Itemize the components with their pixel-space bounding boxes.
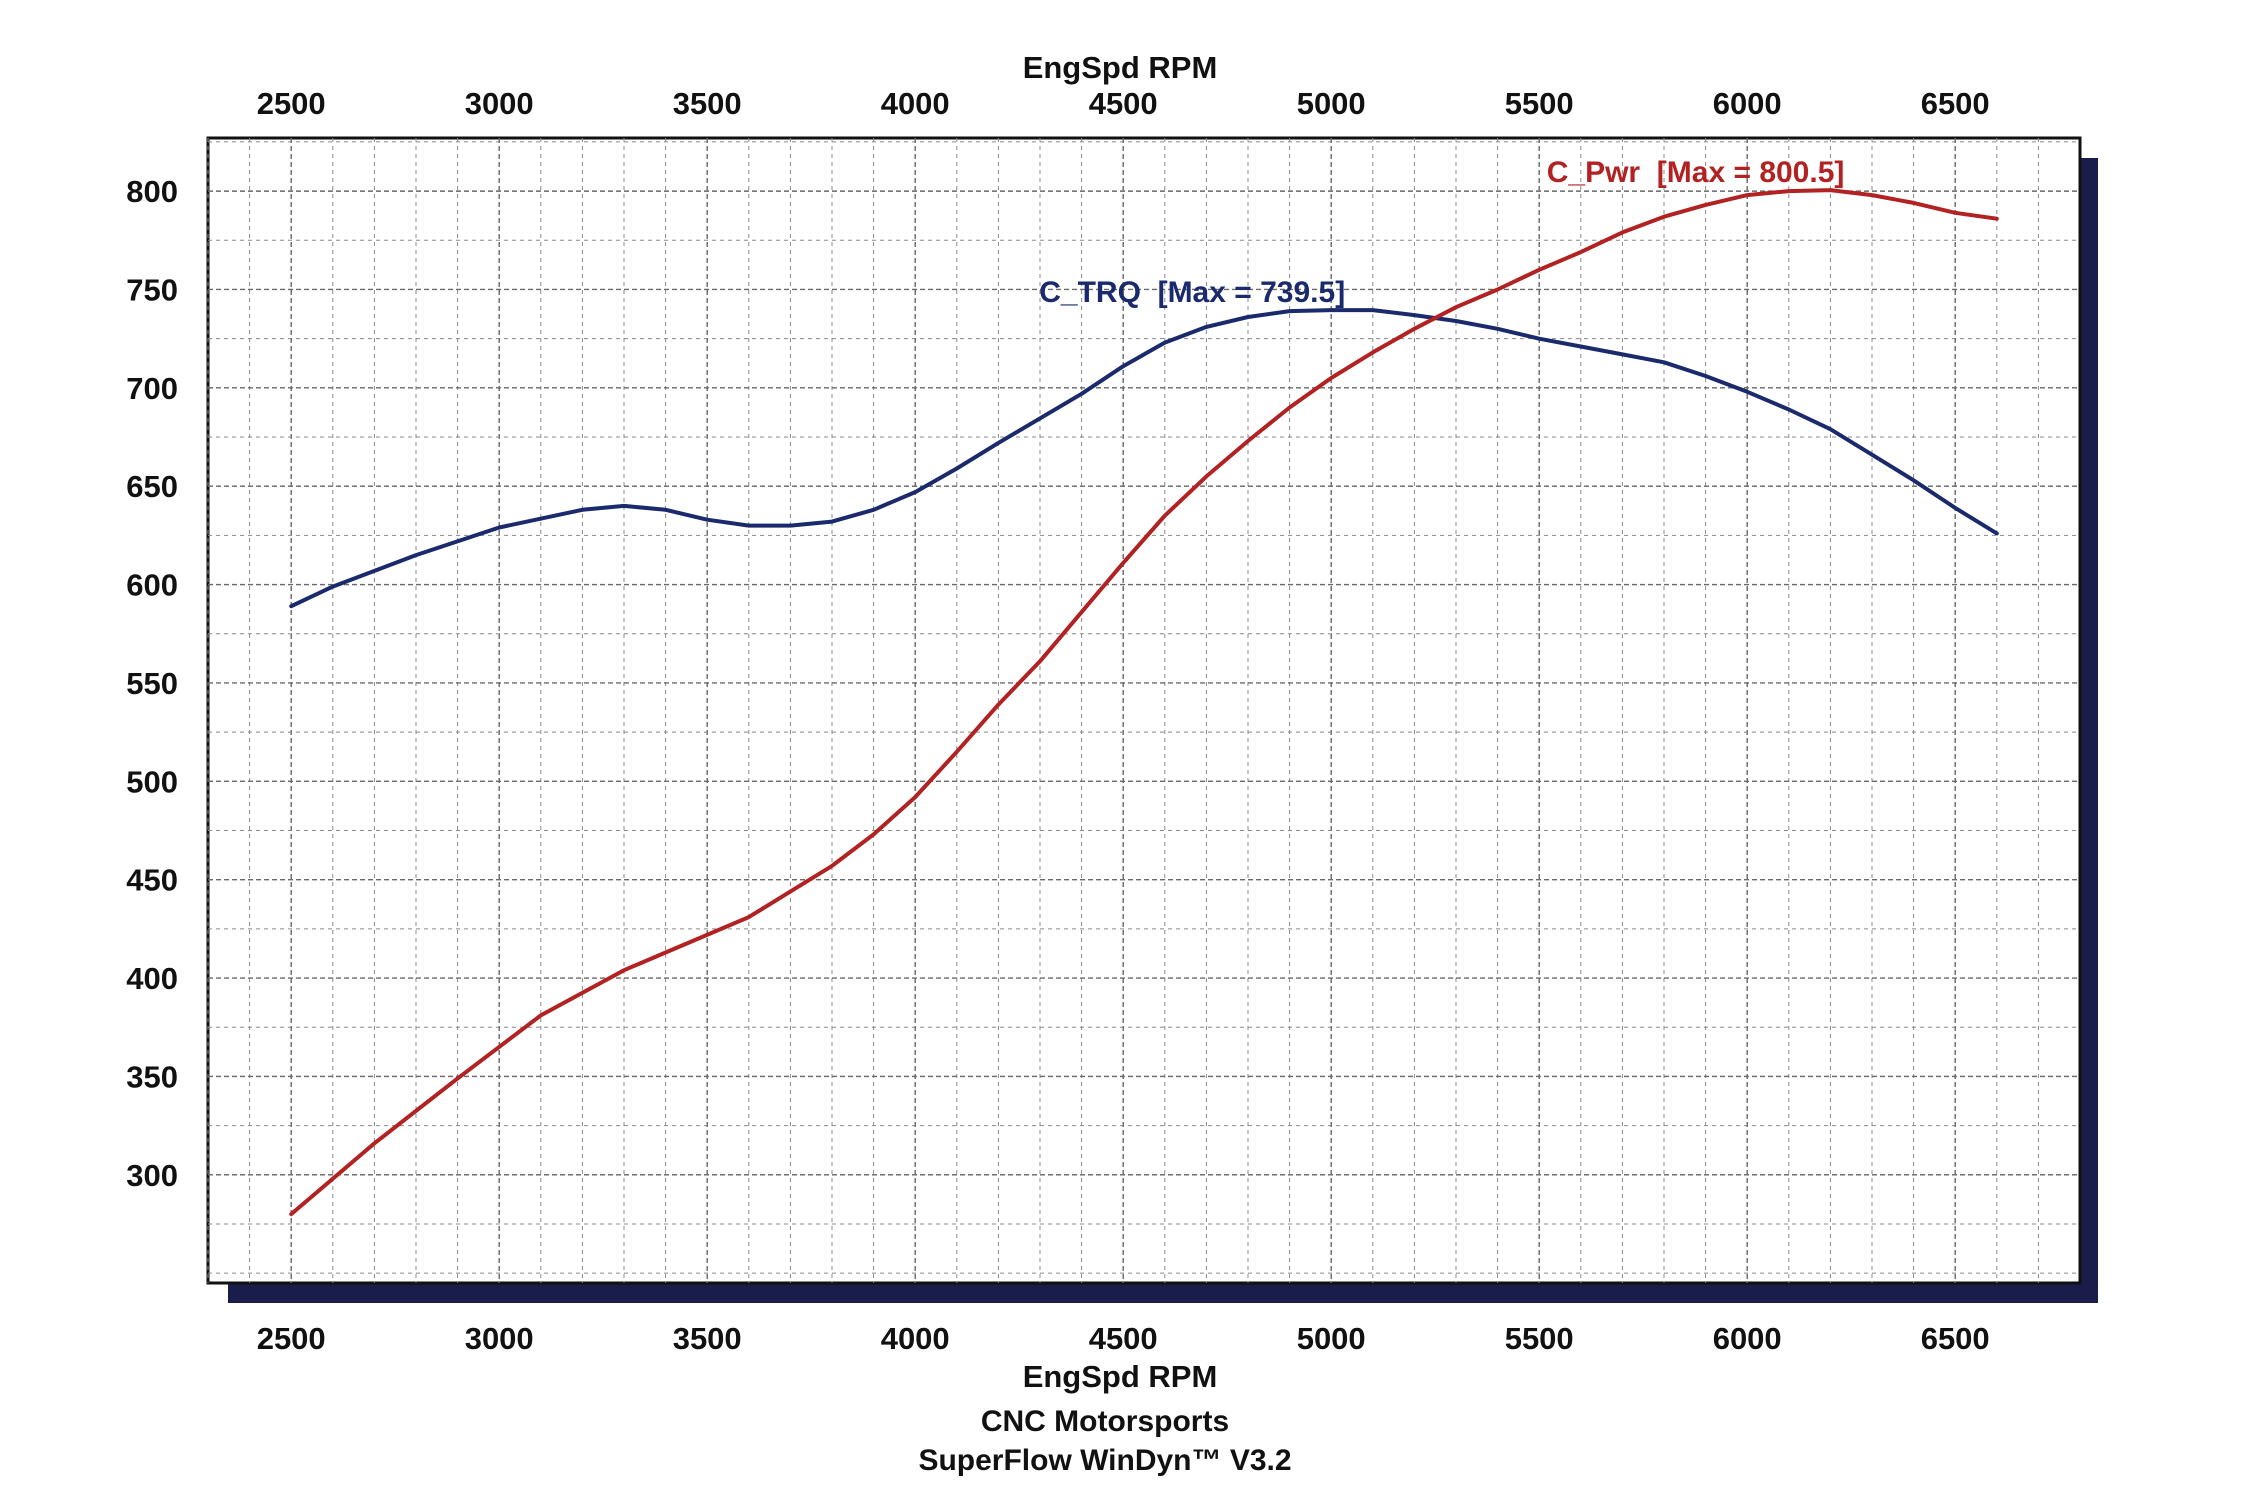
x-tick-label-top: 3500 (673, 86, 742, 121)
x-axis-title-bottom: EngSpd RPM (1023, 1359, 1218, 1394)
x-tick-label-top: 6000 (1713, 86, 1782, 121)
y-tick-label: 600 (126, 568, 178, 603)
tick-labels: 2500 2500 3000 3000 3500 3500 4000 4000 4500 4500… (126, 86, 1989, 1356)
footer-software: SuperFlow WinDyn™ V3.2 (918, 1444, 1291, 1477)
x-axis-title-top: EngSpd RPM (1023, 50, 1218, 85)
x-tick-label-bottom: 2500 (257, 1321, 326, 1356)
x-tick-label-top: 6500 (1921, 86, 1990, 121)
y-tick-label: 500 (126, 764, 178, 799)
x-tick-label-top: 2500 (257, 86, 326, 121)
plot-area (206, 136, 2082, 1285)
y-tick-label: 700 (126, 371, 178, 406)
y-tick-label: 650 (126, 469, 178, 504)
major-gridlines (208, 138, 2080, 1283)
x-tick-label-bottom: 4000 (881, 1321, 950, 1356)
x-tick-label-bottom: 5500 (1505, 1321, 1574, 1356)
x-tick-label-bottom: 6500 (1921, 1321, 1990, 1356)
x-tick-label-top: 4000 (881, 86, 950, 121)
x-tick-label-bottom: 6000 (1713, 1321, 1782, 1356)
y-tick-label: 550 (126, 666, 178, 701)
footer-company: CNC Motorsports (981, 1405, 1229, 1438)
series-annotation-c-pwr: C_Pwr [Max = 800.5] (1547, 156, 1845, 189)
series-line-c-trq (289, 308, 1999, 609)
x-tick-label-bottom: 5000 (1297, 1321, 1366, 1356)
x-tick-label-top: 4500 (1089, 86, 1158, 121)
series-layer (289, 188, 1999, 1217)
x-tick-label-bottom: 3500 (673, 1321, 742, 1356)
y-tick-label: 300 (126, 1158, 178, 1193)
y-tick-label: 750 (126, 272, 178, 307)
series-line-c-pwr (289, 188, 1999, 1217)
x-tick-label-bottom: 4500 (1089, 1321, 1158, 1356)
x-tick-label-bottom: 3000 (465, 1321, 534, 1356)
x-tick-label-top: 5500 (1505, 86, 1574, 121)
y-tick-label: 350 (126, 1059, 178, 1094)
x-tick-label-top: 5000 (1297, 86, 1366, 121)
y-tick-label: 800 (126, 174, 178, 209)
y-tick-label: 450 (126, 863, 178, 898)
x-tick-label-top: 3000 (465, 86, 534, 121)
series-annotation-c-trq: C_TRQ [Max = 739.5] (1039, 276, 1345, 309)
series-annotations: C_TRQ [Max = 739.5] C_Pwr [Max = 800.5] (1039, 156, 1844, 309)
y-tick-label: 400 (126, 961, 178, 996)
